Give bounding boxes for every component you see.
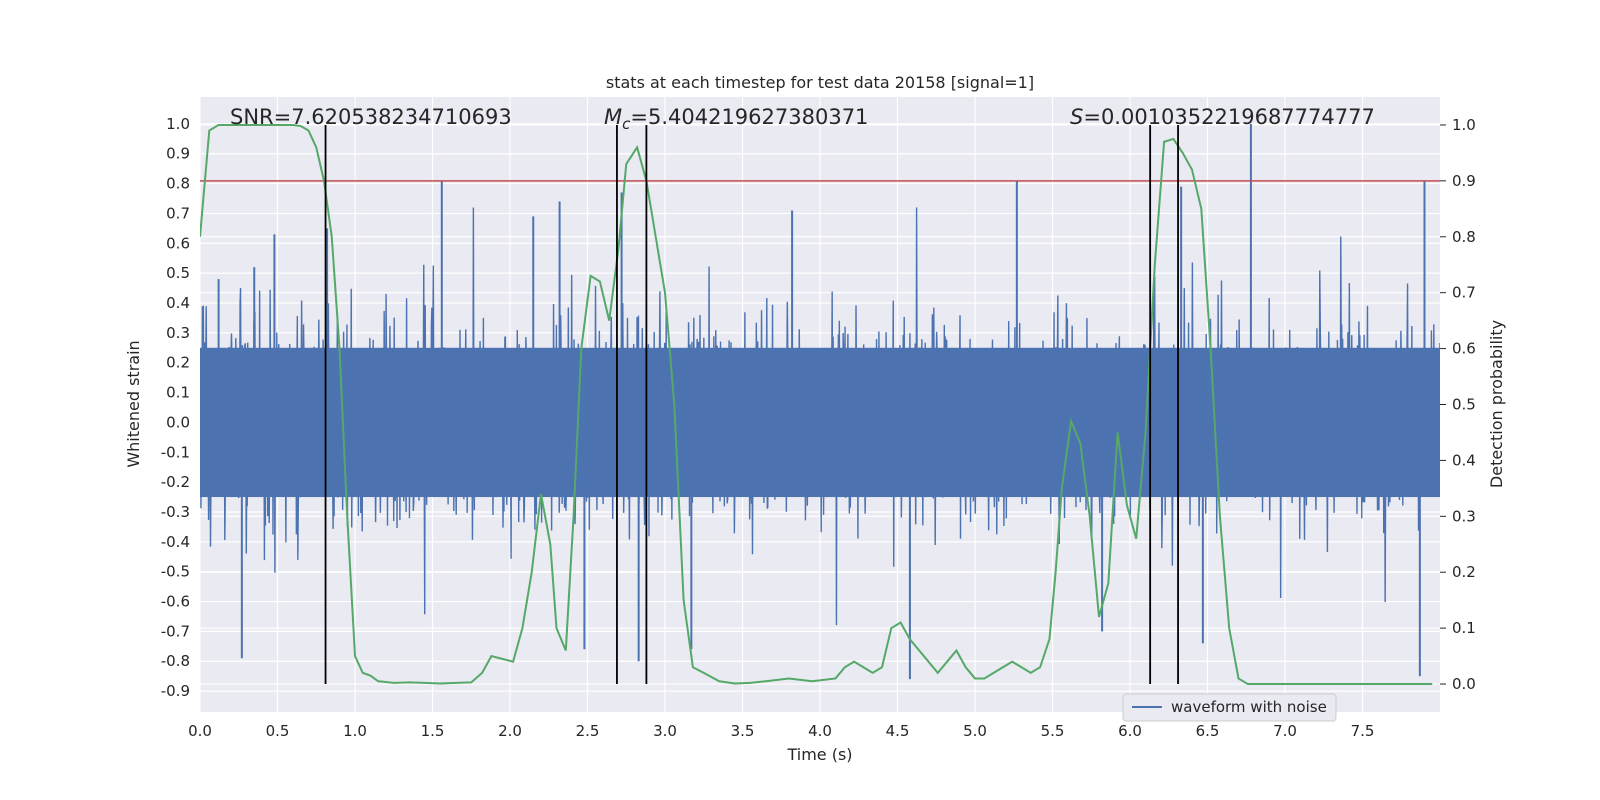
y-tick-label-left: -0.6 bbox=[161, 593, 190, 611]
y-tick-label-right: 0.2 bbox=[1452, 563, 1476, 581]
x-tick-label: 7.5 bbox=[1351, 722, 1375, 740]
y-tick-label-right: 0.5 bbox=[1452, 396, 1476, 414]
x-ticks: 0.0 0.5 1.0 1.5 2.0 2.5 3.0 3.5 4.0 4.5 5.0 5.5 6.0 6… bbox=[188, 722, 1374, 740]
x-tick-label: 6.5 bbox=[1196, 722, 1220, 740]
x-tick-label: 7.0 bbox=[1273, 722, 1297, 740]
x-tick-label: 4.0 bbox=[808, 722, 832, 740]
y-tick-label-left: 0.9 bbox=[166, 145, 190, 163]
y-tick-label-left: -0.1 bbox=[161, 443, 190, 461]
y-tick-label-right: 0.1 bbox=[1452, 619, 1476, 637]
y-tick-label-right: 0.0 bbox=[1452, 675, 1476, 693]
s-annotation: S=0.0010352219687774777 bbox=[1070, 105, 1375, 129]
y-tick-label-right: 0.6 bbox=[1452, 340, 1476, 358]
x-tick-label: 4.5 bbox=[886, 722, 910, 740]
y-tick-label-left: 0.1 bbox=[166, 384, 190, 402]
probability-series bbox=[200, 123, 1433, 686]
s-symbol: S bbox=[1070, 105, 1083, 129]
y-tick-label-left: -0.3 bbox=[161, 503, 190, 521]
x-tick-label: 6.0 bbox=[1118, 722, 1142, 740]
x-tick-label: 2.0 bbox=[498, 722, 522, 740]
y-tick-label-left: 0.4 bbox=[166, 294, 190, 312]
waveform-core bbox=[200, 347, 1440, 498]
x-tick-label: 1.0 bbox=[343, 722, 367, 740]
s-value: =0.0010352219687774777 bbox=[1083, 105, 1375, 129]
y-tick-label-left: -0.9 bbox=[161, 682, 190, 700]
y-tick-label-right: 0.3 bbox=[1452, 507, 1476, 525]
probability-line bbox=[200, 123, 1433, 686]
x-tick-label: 3.5 bbox=[731, 722, 755, 740]
mc-annotation: Mc=5.404219627380371 bbox=[604, 105, 868, 133]
y-tick-label-left: -0.5 bbox=[161, 563, 190, 581]
y-tick-label-left: -0.4 bbox=[161, 533, 190, 551]
y-tick-label-left: -0.2 bbox=[161, 473, 190, 491]
x-tick-label: 5.0 bbox=[963, 722, 987, 740]
y-tick-label-right: 0.4 bbox=[1452, 451, 1476, 469]
y-tick-label-left: 0.7 bbox=[166, 204, 190, 222]
y-axis-label-left: Whitened strain bbox=[124, 340, 143, 467]
snr-annotation: SNR=7.620538234710693 bbox=[230, 105, 512, 129]
y-tick-label-right: 0.8 bbox=[1452, 228, 1476, 246]
x-tick-label: 0.0 bbox=[188, 722, 212, 740]
x-tick-label: 1.5 bbox=[421, 722, 445, 740]
y-tick-label-left: -0.7 bbox=[161, 622, 190, 640]
y-tick-label-right: 0.7 bbox=[1452, 284, 1476, 302]
y-ticks-right: 1.0 0.9 0.8 0.7 0.6 0.5 0.4 0.3 0.2 0.1 0.0 bbox=[1440, 116, 1476, 693]
mc-subscript: c bbox=[622, 115, 631, 133]
x-tick-label: 0.5 bbox=[266, 722, 290, 740]
y-tick-label-left: 0.6 bbox=[166, 234, 190, 252]
y-tick-label-left: 0.0 bbox=[166, 413, 190, 431]
y-axis-label-right: Detection probability bbox=[1487, 320, 1506, 488]
legend-box bbox=[1122, 693, 1337, 722]
y-tick-label-left: 0.8 bbox=[166, 175, 190, 193]
y-tick-label-left: 0.3 bbox=[166, 324, 190, 342]
mc-value: =5.404219627380371 bbox=[630, 105, 868, 129]
vertical-markers bbox=[324, 124, 1179, 685]
waveform-series bbox=[200, 123, 1440, 680]
x-axis-label: Time (s) bbox=[786, 745, 852, 764]
y-tick-label-left: 1.0 bbox=[166, 115, 190, 133]
y-tick-label-left: 0.5 bbox=[166, 264, 190, 282]
y-tick-label-left: 0.2 bbox=[166, 354, 190, 372]
y-tick-label-right: 0.9 bbox=[1452, 172, 1476, 190]
x-tick-label: 5.5 bbox=[1041, 722, 1065, 740]
y-tick-label-right: 1.0 bbox=[1452, 116, 1476, 134]
y-tick-label-left: -0.8 bbox=[161, 652, 190, 670]
legend-label: waveform with noise bbox=[1171, 698, 1327, 716]
y-ticks-left: 1.0 0.9 0.8 0.7 0.6 0.5 0.4 0.3 0.2 0.1 0.0 -0.1 -0.… bbox=[161, 115, 190, 700]
legend: waveform with noise bbox=[1122, 693, 1337, 722]
x-tick-label: 2.5 bbox=[576, 722, 600, 740]
chart-title: stats at each timestep for test data 201… bbox=[606, 73, 1034, 92]
x-tick-label: 3.0 bbox=[653, 722, 677, 740]
mc-symbol: M bbox=[604, 105, 622, 129]
